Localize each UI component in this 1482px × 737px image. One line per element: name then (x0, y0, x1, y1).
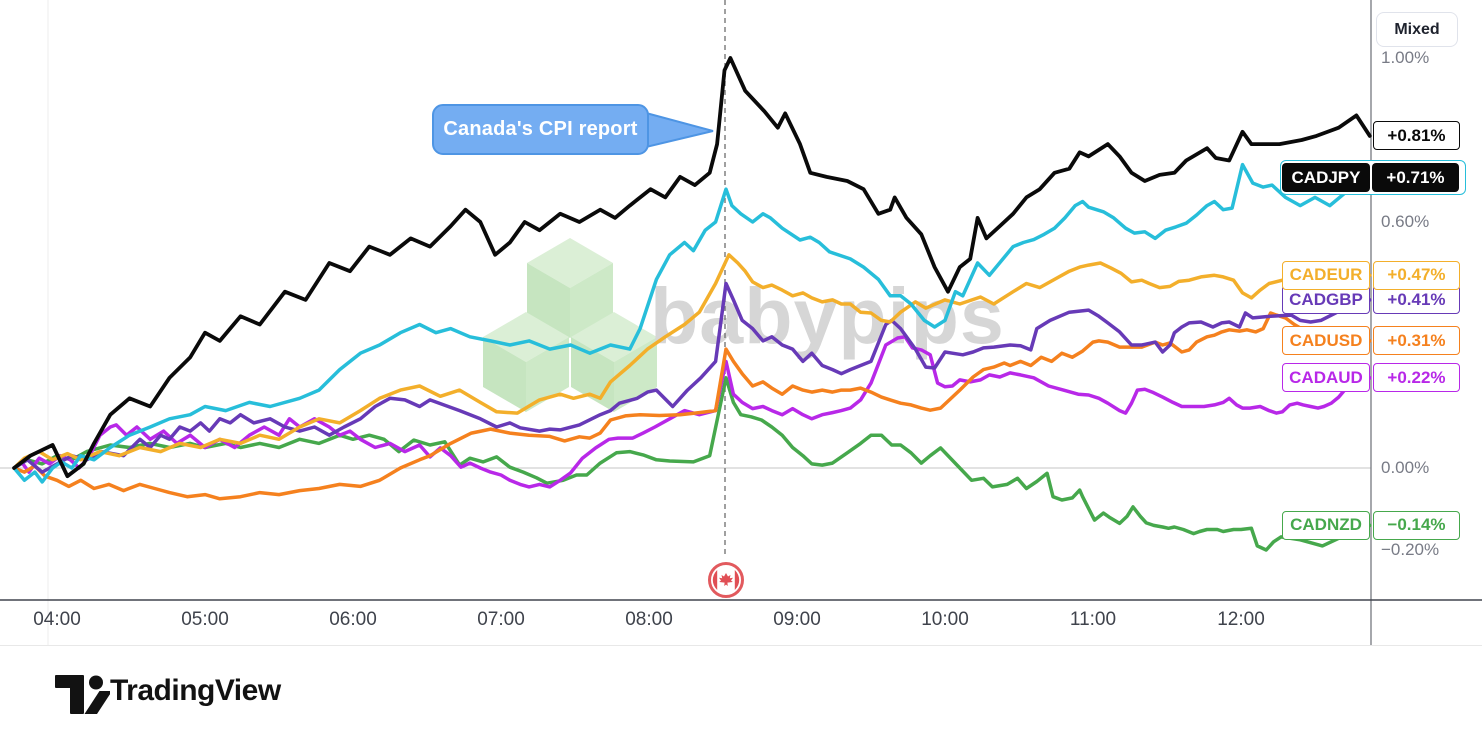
x-axis-label: 06:00 (329, 609, 377, 630)
series-value-box: +0.81% (1373, 121, 1460, 151)
babypips-watermark: babypips (483, 238, 1004, 412)
series-name-box[interactable]: CADUSD (1282, 326, 1370, 356)
annotation-bubble[interactable]: Canada's CPI report (432, 104, 649, 155)
tradingview-logo-text[interactable]: TradingView (110, 674, 281, 707)
series-line-CADEUR[interactable] (12, 253, 1372, 470)
series-label-main[interactable]: +0.81% (1282, 121, 1460, 151)
y-axis-label: 1.00% (1381, 48, 1430, 67)
x-axis-label: 09:00 (773, 609, 821, 630)
status-badge-text: Mixed (1394, 20, 1440, 38)
x-axis-label: 05:00 (181, 609, 229, 630)
series-name-box[interactable]: CADNZD (1282, 510, 1370, 540)
status-badge: Mixed (1376, 12, 1458, 47)
series-label-CADNZD[interactable]: CADNZD −0.14% (1282, 510, 1460, 540)
chart-canvas[interactable]: babypips (0, 0, 1482, 655)
series-line-CADUSD[interactable] (12, 311, 1372, 501)
x-axis-label: 04:00 (33, 609, 81, 630)
series-value-box: +0.31% (1373, 326, 1460, 356)
babypips-cubes-icon (483, 238, 657, 412)
series-value-box: +0.41% (1373, 285, 1460, 315)
annotation-text: Canada's CPI report (443, 118, 638, 140)
y-axis-label: 0.00% (1381, 458, 1430, 477)
x-axis-label: 11:00 (1069, 609, 1117, 630)
series-line-main[interactable] (12, 56, 1372, 479)
series-value-box: −0.14% (1373, 510, 1460, 540)
y-axis-label: 0.60% (1381, 212, 1430, 231)
series-line-CADNZD[interactable] (12, 376, 1372, 552)
series-label-CADGBP[interactable]: CADGBP +0.41% (1282, 285, 1460, 315)
series-line-CADGBP[interactable] (12, 281, 1372, 474)
series-value-box: +0.47% (1373, 260, 1460, 290)
canada-flag-icon[interactable] (708, 562, 744, 598)
series-label-CADJPY[interactable]: CADJPY +0.71% (1280, 160, 1466, 196)
series-label-CADUSD[interactable]: CADUSD +0.31% (1282, 326, 1460, 356)
x-axis-label: 07:00 (477, 609, 525, 630)
series-name-box[interactable]: CADEUR (1282, 260, 1370, 290)
annotation-pointer (645, 111, 714, 149)
y-axis-label: −0.20% (1381, 540, 1440, 559)
series-label-CADAUD[interactable]: CADAUD +0.22% (1282, 363, 1460, 393)
series-value-box: +0.71% (1372, 163, 1459, 193)
series-value-box: +0.22% (1373, 363, 1460, 393)
x-axis-label: 10:00 (921, 609, 969, 630)
tradingview-logo-icon[interactable] (0, 0, 110, 737)
series-name-box[interactable]: CADJPY (1282, 163, 1370, 193)
series-line-CADJPY[interactable] (12, 162, 1372, 484)
series-name-box[interactable]: CADAUD (1282, 363, 1370, 393)
x-axis-label: 12:00 (1217, 609, 1265, 630)
series-line-CADAUD[interactable] (12, 335, 1372, 489)
series-label-CADEUR[interactable]: CADEUR +0.47% (1282, 260, 1460, 290)
x-axis-label: 08:00 (625, 609, 673, 630)
